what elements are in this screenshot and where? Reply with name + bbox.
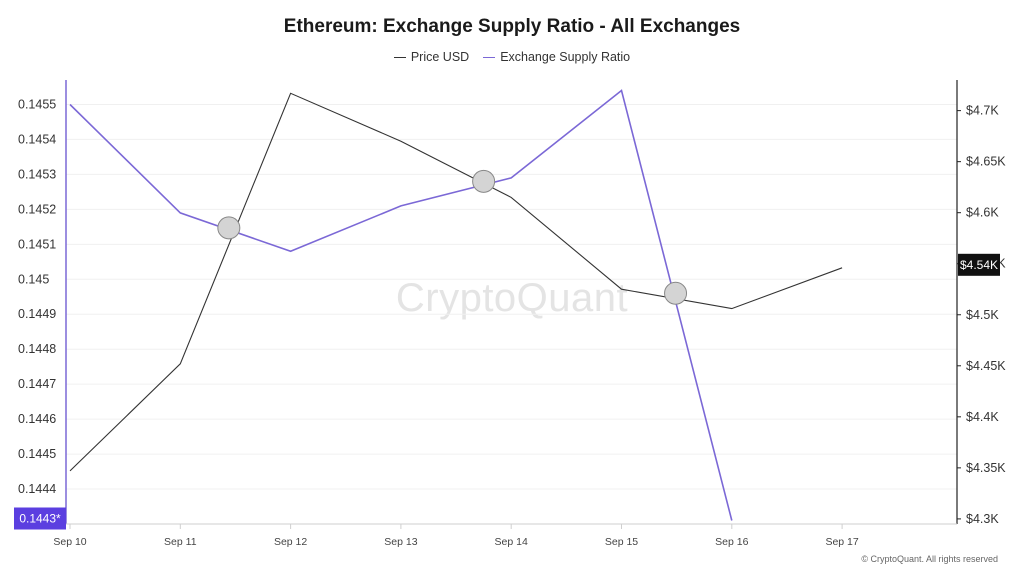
left-axis-tick-label: 0.1453 xyxy=(18,167,56,181)
x-axis-tick-label: Sep 10 xyxy=(53,536,86,548)
legend-label-ratio: Exchange Supply Ratio xyxy=(500,50,631,64)
right-axis-tick-label: $4.65K xyxy=(966,155,1006,169)
x-axis-tick-label: Sep 16 xyxy=(715,536,748,548)
right-axis-tick-label: $4.45K xyxy=(966,359,1006,373)
left-axis-tick-label: 0.1452 xyxy=(18,202,56,216)
right-axis-tick-label: $4.7K xyxy=(966,104,999,118)
crossing-marker xyxy=(217,216,241,240)
legend-item-price[interactable]: Price USD xyxy=(393,50,470,64)
left-axis-tick-label: 0.1444 xyxy=(18,482,56,496)
right-axis-tick-label: $4.6K xyxy=(966,206,999,220)
left-axis-tick-label: 0.1448 xyxy=(18,342,56,356)
current-price-tag xyxy=(958,253,1000,276)
copyright-text: © CryptoQuant. All rights reserved xyxy=(861,554,998,564)
current-ratio-tag xyxy=(14,507,66,530)
x-axis-tick-label: Sep 13 xyxy=(384,536,417,548)
left-axis-tick-label: 0.1454 xyxy=(18,132,56,146)
left-axis-tick-label: 0.1447 xyxy=(18,377,56,391)
left-axis-tick-label: 0.1446 xyxy=(18,412,56,426)
x-axis-tick-label: Sep 14 xyxy=(495,536,528,548)
x-axis-tick-label: Sep 11 xyxy=(164,536,197,548)
crossing-marker xyxy=(472,169,496,193)
current-ratio-label: 0.1443* xyxy=(19,512,61,526)
crossing-marker xyxy=(664,281,688,305)
right-axis-tick-label: $4.35K xyxy=(966,461,1006,475)
left-axis-tick-label: 0.1445 xyxy=(18,447,56,461)
watermark: CryptoQuant xyxy=(395,276,629,320)
price-usd-line xyxy=(69,92,843,472)
left-axis-tick-label: 0.1455 xyxy=(18,97,56,111)
exchange-supply-ratio-line xyxy=(69,89,733,521)
legend: Price USD Exchange Supply Ratio xyxy=(0,50,1024,64)
current-price-label: $4.54K xyxy=(960,258,998,272)
right-axis-tick-label: $4.3K xyxy=(966,512,999,526)
x-axis-tick-label: Sep 17 xyxy=(825,536,858,548)
right-axis-tick-label: $4.5K xyxy=(966,308,999,322)
left-axis-tick-label: 0.1449 xyxy=(18,307,56,321)
legend-label-price: Price USD xyxy=(410,50,470,64)
legend-swatch-ratio xyxy=(483,56,496,58)
chart-title: Ethereum: Exchange Supply Ratio - All Ex… xyxy=(283,16,741,37)
left-axis-tick-label: 0.145 xyxy=(18,272,49,286)
legend-swatch-price xyxy=(393,56,406,58)
legend-item-ratio[interactable]: Exchange Supply Ratio xyxy=(483,50,630,64)
x-axis-tick-label: Sep 12 xyxy=(274,536,307,548)
x-axis-tick-label: Sep 15 xyxy=(605,536,638,548)
right-axis-tick-label: $4.4K xyxy=(966,410,999,424)
left-axis-tick-label: 0.1451 xyxy=(18,237,56,251)
